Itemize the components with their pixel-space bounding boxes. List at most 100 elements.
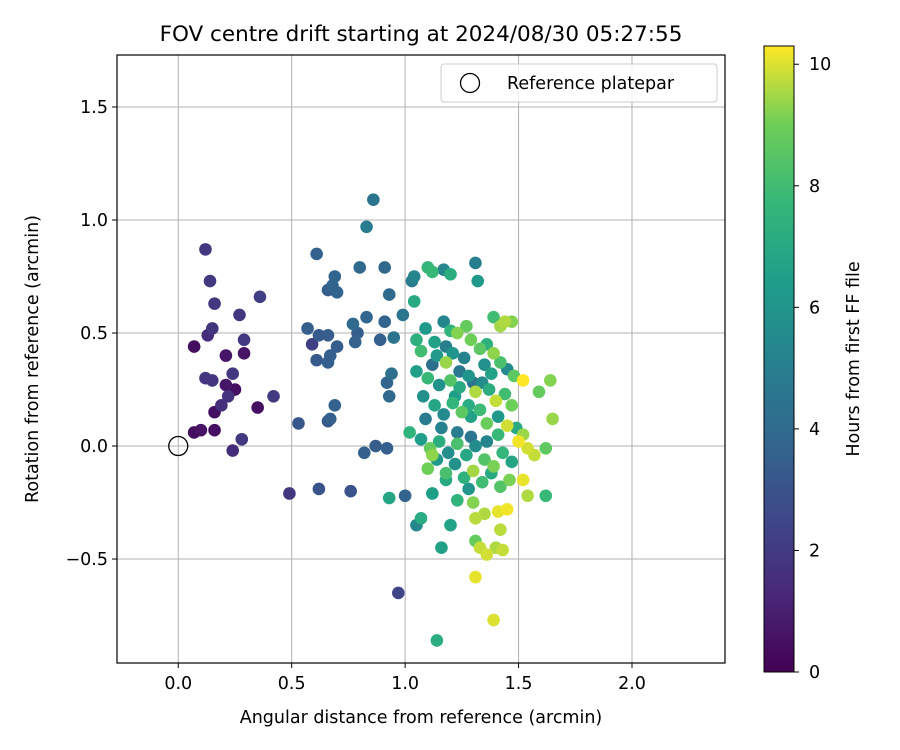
data-point [378,315,392,329]
data-point [321,328,335,342]
data-point [466,496,480,509]
data-point [487,310,500,324]
data-point [301,322,314,335]
data-point [392,586,405,600]
data-point [421,462,435,475]
data-point [478,358,491,371]
data-point [253,290,267,304]
data-point [491,428,505,442]
data-point [416,389,430,403]
data-point [426,487,439,500]
data-point [283,487,296,500]
data-point [498,315,512,329]
y-axis-label: Rotation from reference (arcmin) [23,215,43,503]
plot-frame [116,54,726,664]
data-point [410,365,423,378]
legend-label-reference-platepar: Reference platepar [507,74,675,94]
data-point [500,419,514,432]
colorbar-tick-label: 2 [809,541,820,561]
data-point [430,349,444,362]
data-point [446,347,460,360]
data-point [521,489,534,503]
data-point [432,378,446,392]
data-point [430,634,444,647]
grid-lines [117,55,725,663]
data-point [346,317,360,331]
data-point [505,399,519,412]
data-point [226,444,240,457]
data-point [414,512,428,525]
data-point [398,489,412,503]
data-point [330,340,344,353]
data-point [367,193,380,206]
data-point [516,473,530,487]
data-point [203,274,217,288]
x-axis-ticks: 0.0 0.5 1.0 1.5 2.0 [164,663,646,694]
data-point [237,347,251,360]
data-point [310,247,323,261]
data-point [414,344,428,358]
data-point [532,385,546,399]
data-point [469,256,482,270]
data-point [382,491,396,505]
data-point [360,310,373,324]
data-point [494,356,507,369]
data-point [489,394,503,408]
data-point [482,383,496,396]
data-point [487,460,500,473]
data-point [208,297,221,310]
colorbar-gradient [763,45,795,673]
data-point [496,446,509,460]
legend: Reference platepar [440,63,718,103]
data-point [237,333,251,347]
data-point [215,399,228,412]
data-point [357,446,371,460]
data-point [473,403,487,417]
data-point [437,408,450,421]
data-point [353,261,367,274]
data-point [419,322,432,335]
data-point [487,613,500,627]
data-point [512,435,525,448]
data-point [460,448,473,462]
data-point [382,389,396,403]
colorbar-ticks: 0 2 4 6 8 10 [794,55,831,683]
data-point [396,308,410,322]
data-point [310,353,323,367]
x-tick-label: 0.5 [278,674,306,694]
data-point [446,396,460,410]
y-tick-label: 1.0 [80,211,108,231]
data-point [328,270,342,283]
data-point [450,493,464,507]
data-point [503,473,516,487]
data-point [544,374,557,387]
data-point [444,374,457,387]
colorbar-label: Hours from first FF file [844,261,864,456]
data-point [462,482,475,496]
data-point [469,570,482,584]
data-point [428,335,441,349]
x-tick-label: 2.0 [618,674,646,694]
data-point [382,288,396,301]
data-point [426,265,439,279]
data-point [373,333,387,347]
data-point [369,439,382,453]
data-point [521,441,534,455]
y-axis-ticks: −0.5 0.0 0.5 1.0 1.5 [66,98,117,570]
data-point [437,315,450,329]
x-axis-label: Angular distance from reference (arcmin) [240,708,603,728]
data-point [439,356,453,369]
data-point [460,319,473,333]
data-point [267,389,280,403]
y-tick-label: 0.5 [80,324,108,344]
colorbar-tick-label: 4 [809,420,820,440]
data-point [485,367,498,380]
data-point [330,286,344,299]
data-point [539,441,553,455]
data-point [539,489,553,503]
data-point [414,432,428,446]
data-point [187,340,201,353]
data-point [410,333,423,347]
data-point [435,421,448,435]
